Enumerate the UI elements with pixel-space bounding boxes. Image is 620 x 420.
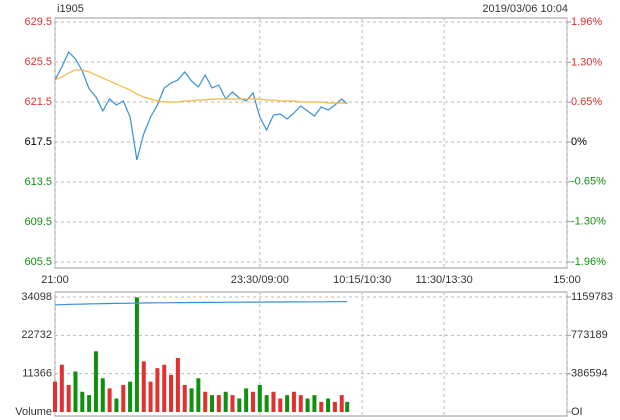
volume-bar (148, 381, 153, 412)
volume-bar (196, 378, 201, 412)
volume-bar (169, 374, 174, 412)
y-tick-label: 22732 (21, 329, 52, 341)
volume-bar (244, 388, 249, 412)
volume-bar (162, 364, 167, 412)
volume-bar (332, 401, 337, 412)
volume-bar (312, 395, 317, 412)
volume-bar (93, 351, 98, 412)
volume-bar (285, 395, 290, 412)
y2-tick-label: 1.30% (571, 56, 602, 68)
y-tick-label: 34098 (21, 291, 52, 303)
x-tick-label: 21:00 (41, 274, 69, 286)
volume-bar (339, 395, 344, 412)
volume-bar (189, 388, 194, 412)
volume-bar (141, 361, 146, 412)
volume-bar (250, 391, 255, 412)
volume-bar (257, 385, 262, 412)
volume-bar (182, 385, 187, 412)
volume-bar (230, 395, 235, 412)
volume-bar (345, 401, 350, 412)
timestamp: 2019/03/06 10:04 (482, 3, 568, 15)
y-tick-label: 613.5 (24, 176, 52, 188)
average-line (54, 69, 348, 104)
volume-bar (210, 395, 215, 412)
y-tick-label: Volume (15, 406, 52, 418)
y-tick-label: 605.5 (24, 256, 52, 268)
chart-title: i1905 (57, 3, 84, 15)
volume-bar (271, 391, 276, 412)
y-tick-label: 11366 (22, 368, 52, 380)
price-frame (54, 17, 568, 269)
volume-bar (291, 391, 296, 412)
volume-bar (134, 297, 139, 412)
volume-bar (298, 395, 303, 412)
y2-tick-label: 0.65% (571, 96, 602, 108)
y2-tick-label: 1.96% (571, 16, 602, 28)
y2-tick-label: 386594 (571, 368, 608, 380)
price-line (54, 50, 348, 161)
volume-bar (107, 388, 112, 412)
oi-line (54, 301, 348, 306)
volume-bar (175, 358, 180, 412)
y2-tick-label: -1.96% (571, 256, 606, 268)
volume-bar (237, 398, 242, 412)
volume-bar (53, 381, 57, 412)
y-tick-label: 625.5 (24, 56, 52, 68)
volume-bar (121, 385, 126, 412)
y-tick-label: 617.5 (24, 136, 52, 148)
volume-bar (114, 398, 119, 412)
x-tick-label: 11:30/13:30 (415, 274, 472, 286)
y2-tick-label: -1.30% (571, 215, 606, 227)
volume-bar (128, 381, 133, 412)
volume-bar (278, 398, 283, 412)
volume-bar (326, 398, 331, 412)
y2-tick-label: 1159783 (571, 291, 613, 303)
volume-bar (305, 398, 310, 412)
y-tick-label: 629.5 (24, 16, 52, 28)
volume-bar (203, 391, 208, 412)
y2-tick-label: 773189 (571, 329, 608, 341)
volume-bar (66, 385, 71, 412)
volume-bar (100, 378, 105, 412)
y2-tick-label: OI (571, 406, 583, 418)
volume-bar (155, 368, 160, 412)
x-tick-label: 15:00 (553, 274, 581, 286)
x-tick-label: 10:15/10:30 (333, 274, 391, 286)
y2-tick-label: -0.65% (571, 176, 606, 188)
volume-bar (80, 391, 85, 412)
volume-bar (73, 371, 78, 412)
x-tick-label: 23:30/09:00 (231, 274, 289, 286)
y-tick-label: 609.5 (24, 216, 52, 228)
volume-bar (319, 401, 324, 412)
volume-bar (216, 395, 221, 412)
volume-bar (59, 364, 64, 412)
volume-bar (264, 395, 269, 412)
y-tick-label: 621.5 (24, 96, 52, 108)
volume-bar (87, 395, 92, 412)
volume-bar (223, 391, 228, 412)
y2-tick-label: 0% (571, 136, 587, 148)
